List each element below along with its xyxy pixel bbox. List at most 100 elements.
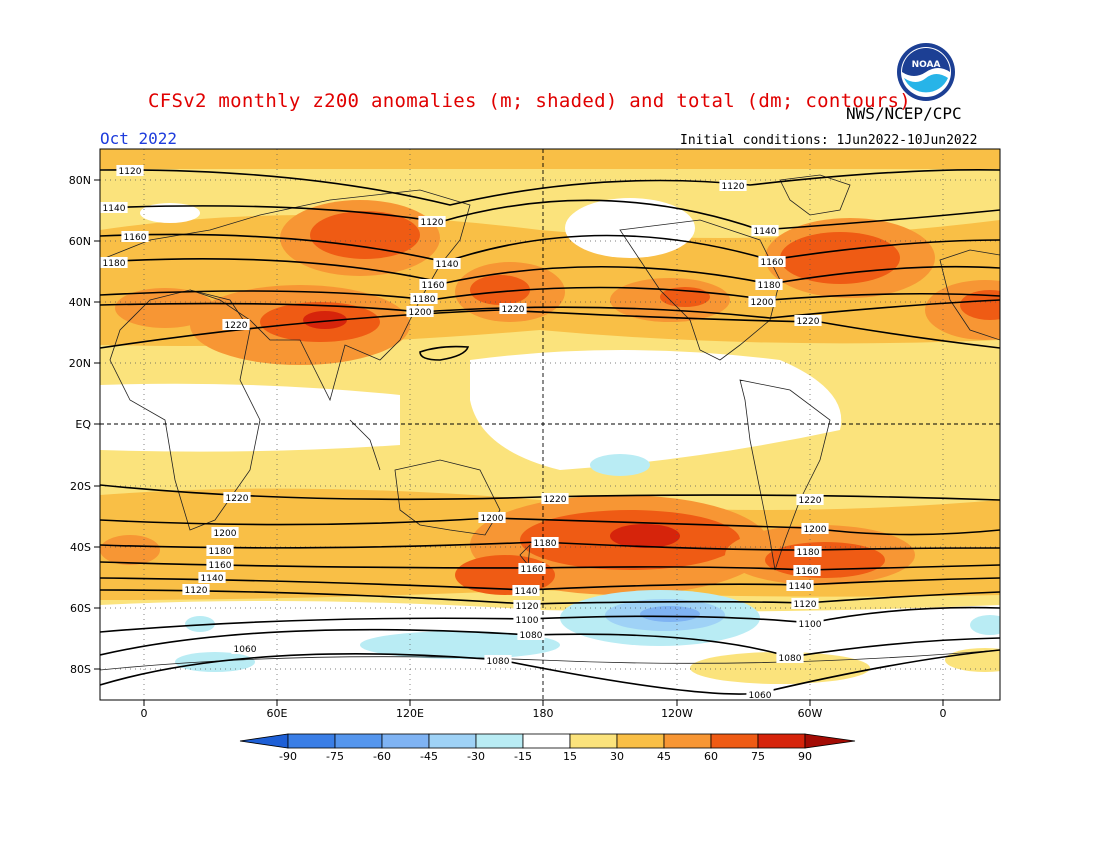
contour-label-bg <box>211 527 239 538</box>
contour-label: 1200 <box>214 529 237 539</box>
contour-label: 1200 <box>409 308 432 318</box>
contour-label: 1080 <box>779 654 802 664</box>
contour-label-bg <box>794 315 822 326</box>
contour-label-bg <box>791 598 819 609</box>
contour-label: 1160 <box>761 258 784 268</box>
contour-label-bg <box>746 689 774 700</box>
colorbar-segment <box>569 733 618 749</box>
contour-label: 1160 <box>209 561 232 571</box>
contour-label-bg <box>801 523 829 534</box>
colorbar-segment <box>428 733 477 749</box>
contour-label-bg <box>517 629 545 640</box>
lon-tick-label: 120E <box>396 707 424 720</box>
contour-label: 1140 <box>789 582 812 592</box>
colorbar-segment <box>287 733 336 749</box>
contour-label: 1160 <box>422 281 445 291</box>
colorbar-tick-label: 75 <box>751 750 765 763</box>
contour-label: 1220 <box>502 305 525 315</box>
colorbar-tick-label: -45 <box>420 750 438 763</box>
colorbar-segment <box>616 733 665 749</box>
contour-label: 1120 <box>119 167 142 177</box>
contour-label: 1200 <box>751 298 774 308</box>
contour-label-bg <box>418 216 446 227</box>
colorbar-segment <box>334 733 383 749</box>
contour-label-bg <box>484 655 512 666</box>
contour-label: 1060 <box>234 645 257 655</box>
contour-label: 1120 <box>516 602 539 612</box>
contour-label-bg <box>121 231 149 242</box>
noaa-logo-icon: NOAA <box>897 43 955 101</box>
contour-label-bg <box>499 303 527 314</box>
colorbar-segment <box>710 733 759 749</box>
colorbar-segment <box>475 733 524 749</box>
lat-tick-label: 60N <box>69 235 91 248</box>
colorbar-tick-label: 30 <box>610 750 624 763</box>
colorbar-tick-label: -30 <box>467 750 485 763</box>
contour-label: 1140 <box>754 227 777 237</box>
lon-tick-label: 0 <box>940 707 947 720</box>
contour-label-bg <box>116 165 144 176</box>
contour-label: 1180 <box>758 281 781 291</box>
contour-label-bg <box>796 618 824 629</box>
lat-tick-label: 20N <box>69 357 91 370</box>
contour-label-bg <box>433 258 461 269</box>
lon-tick-label: 60W <box>798 707 823 720</box>
forecast-month: Oct 2022 <box>100 129 178 148</box>
contour-label: 1140 <box>436 260 459 270</box>
contour-label-bg <box>518 563 546 574</box>
lat-tick-label: 80N <box>69 174 91 187</box>
contour-label-bg <box>719 180 747 191</box>
lat-tick-label: 40N <box>69 296 91 309</box>
contour-label-bg <box>794 546 822 557</box>
colorbar-segment <box>757 733 806 749</box>
contour-label: 1160 <box>796 567 819 577</box>
lat-tick-label: 40S <box>70 541 91 554</box>
contour-label-bg <box>182 584 210 595</box>
contour-label: 1140 <box>103 204 126 214</box>
contour-label: 1140 <box>515 587 538 597</box>
contour-labels: 1120 1140 1160 1180 1120 1140 1160 1180 1200 1220… <box>100 165 829 701</box>
contour-label: 1120 <box>794 600 817 610</box>
colorbar-segment <box>381 733 430 749</box>
contour-label: 1180 <box>103 259 126 269</box>
lon-tick-label: 120W <box>661 707 693 720</box>
contour-label-bg <box>531 537 559 548</box>
contour-label-bg <box>793 565 821 576</box>
colorbar-segment <box>663 733 712 749</box>
lat-tick-label: 20S <box>70 480 91 493</box>
lat-ticks: 80N 60N 40N 20N EQ 20S 40S 60S 80S <box>69 174 100 676</box>
contour-label: 1120 <box>185 586 208 596</box>
contour-label-bg <box>796 494 824 505</box>
colorbar-tick-label: 15 <box>563 750 577 763</box>
lat-tick-label: 60S <box>70 602 91 615</box>
contour-label: 1060 <box>749 691 772 701</box>
lon-ticks: 0 60E 120E 180 120W 60W 0 <box>141 700 947 720</box>
contour-label: 1100 <box>516 616 539 626</box>
lon-tick-label: 60E <box>267 707 288 720</box>
initial-conditions: Initial conditions: 1Jun2022-10Jun2022 <box>680 133 978 148</box>
contour-label-bg <box>198 572 226 583</box>
contour-label-bg <box>223 492 251 503</box>
contour-label-bg <box>222 319 250 330</box>
colorbar-tick-label: -15 <box>514 750 532 763</box>
contour-label-bg <box>478 512 506 523</box>
contour-label: 1180 <box>534 539 557 549</box>
contour-label-bg <box>100 202 128 213</box>
colorbar: -90 -75 -60 -45 -30 -15 15 30 45 60 75 90 <box>239 733 856 763</box>
contour-label: 1220 <box>797 317 820 327</box>
contour-label: 1220 <box>225 321 248 331</box>
contour-label: 1200 <box>481 514 504 524</box>
colorbar-segment <box>522 733 571 749</box>
contour-label-bg <box>786 580 814 591</box>
contour-label-bg <box>751 225 779 236</box>
lat-tick-label: EQ <box>75 418 91 431</box>
contour-label: 1220 <box>544 495 567 505</box>
colorbar-tick-label: -60 <box>373 750 391 763</box>
contour-label: 1180 <box>209 547 232 557</box>
contour-label-bg <box>410 293 438 304</box>
contour-label-bg <box>776 652 804 663</box>
contour-label: 1120 <box>722 182 745 192</box>
contour-label: 1220 <box>226 494 249 504</box>
lat-tick-label: 80S <box>70 663 91 676</box>
